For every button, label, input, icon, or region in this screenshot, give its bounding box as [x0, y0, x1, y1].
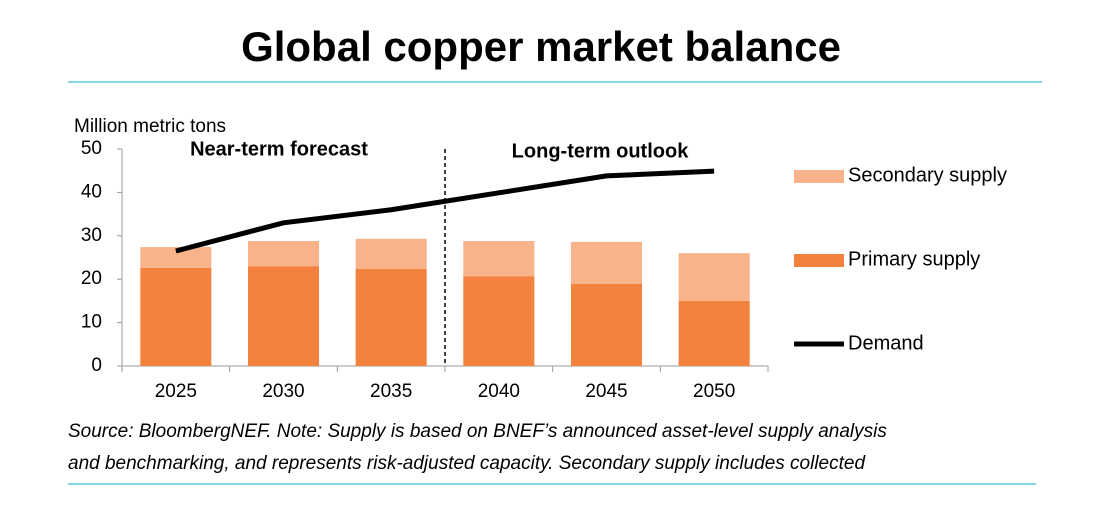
x-tick-label: 2025 [155, 381, 197, 402]
bar [247, 241, 320, 267]
footnote: and benchmarking, and represents risk-ad… [68, 453, 866, 474]
bar [570, 283, 643, 366]
legend-label: Primary supply [848, 248, 980, 270]
bar [678, 300, 750, 366]
chart-title: Global copper market balance [241, 23, 841, 70]
bar [355, 238, 427, 269]
legend-swatch [794, 254, 844, 267]
demand-line [175, 168, 715, 254]
y-tick-label: 20 [81, 268, 102, 289]
y-axis-label: Million metric tons [74, 116, 226, 137]
annotation: Near-term forecast [190, 138, 368, 160]
bar [678, 253, 750, 301]
bar [247, 266, 320, 366]
bar [140, 267, 212, 366]
legend-label: Secondary supply [848, 164, 1007, 186]
legend-label: Demand [848, 332, 924, 354]
annotation: Long-term outlook [512, 140, 690, 162]
x-tick-label: 2045 [585, 381, 627, 402]
y-tick-label: 10 [81, 312, 102, 333]
legend-swatch [794, 170, 844, 183]
y-tick-label: 50 [81, 138, 102, 159]
y-tick-label: 0 [91, 355, 102, 376]
x-tick-label: 2040 [478, 381, 520, 402]
bar [355, 268, 427, 366]
x-tick-label: 2030 [262, 381, 304, 402]
y-tick-label: 30 [81, 225, 102, 246]
bar [463, 241, 535, 277]
x-tick-label: 2050 [693, 381, 735, 402]
bar [463, 276, 535, 366]
bar [140, 247, 212, 268]
bar [570, 241, 643, 284]
y-tick-label: 40 [81, 181, 102, 202]
footnote: Source: BloombergNEF. Note: Supply is ba… [68, 421, 887, 442]
x-tick-label: 2035 [370, 381, 412, 402]
